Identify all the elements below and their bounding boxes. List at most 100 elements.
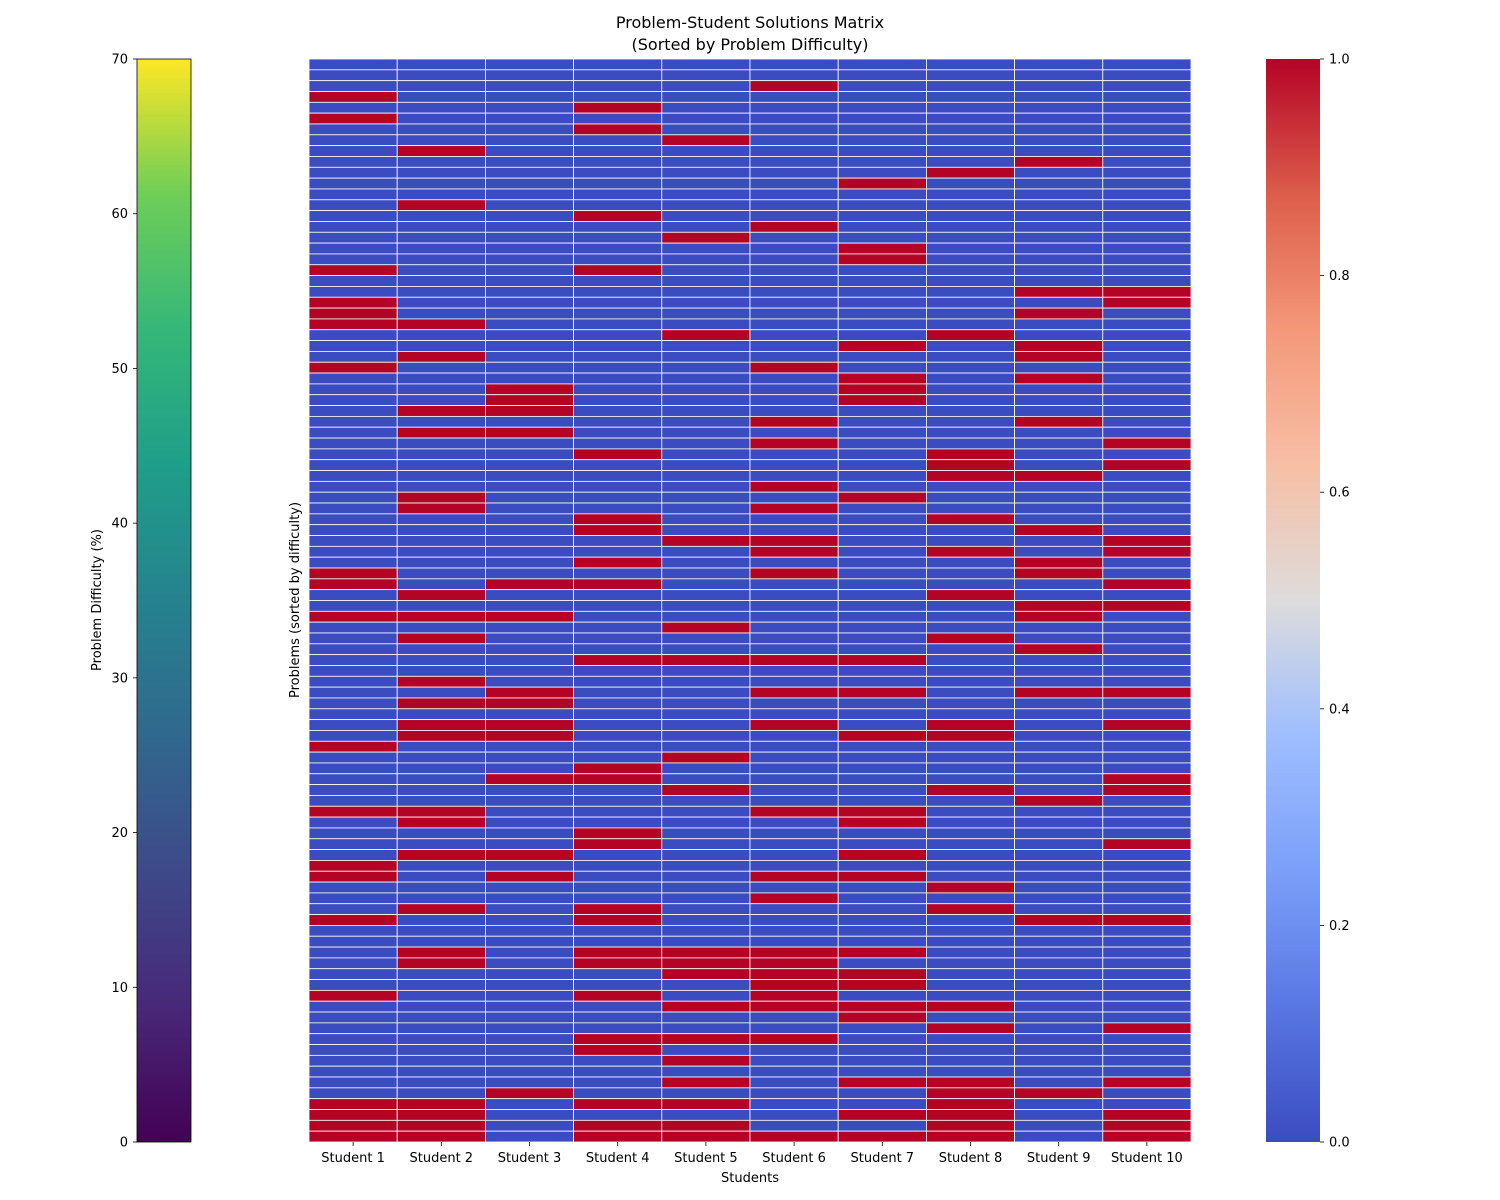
heatmap-cell-unsolved xyxy=(1102,199,1192,212)
heatmap-cell-unsolved xyxy=(308,459,398,471)
heatmap-cell-unsolved xyxy=(1102,101,1192,114)
heatmap-cell-unsolved xyxy=(308,383,398,396)
heatmap-cell-unsolved xyxy=(749,242,839,255)
heatmap-cell-solved xyxy=(396,903,486,915)
heatmap-cell-unsolved xyxy=(484,101,574,114)
heatmap-cell-unsolved xyxy=(484,795,574,807)
heatmap-cell-unsolved xyxy=(1102,318,1192,331)
heatmap-cell-unsolved xyxy=(1014,426,1104,439)
heatmap-cell-unsolved xyxy=(308,697,398,710)
heatmap-cell-unsolved xyxy=(749,600,839,612)
heatmap-cell-unsolved xyxy=(573,502,663,515)
heatmap-cell-unsolved xyxy=(749,914,839,926)
heatmap-cell-unsolved xyxy=(837,264,927,276)
heatmap-cell-solved xyxy=(837,394,927,406)
heatmap-cell-unsolved xyxy=(749,578,839,591)
heatmap-cell-solved xyxy=(1102,545,1192,558)
heatmap-cell-solved xyxy=(573,1130,663,1143)
heatmap-cell-unsolved xyxy=(749,1076,839,1089)
heatmap-cell-unsolved xyxy=(396,188,486,201)
heatmap-cell-unsolved xyxy=(749,1065,839,1078)
heatmap-cell-solved xyxy=(837,372,927,385)
heatmap-cell-solved xyxy=(1102,719,1192,731)
heatmap-cell-unsolved xyxy=(484,914,574,926)
heatmap-cell-unsolved xyxy=(1102,351,1192,363)
heatmap-cell-solved xyxy=(926,881,1016,894)
heatmap-cell-solved xyxy=(837,253,927,266)
heatmap-cell-unsolved xyxy=(1102,556,1192,569)
heatmap-cell-unsolved xyxy=(661,881,751,894)
heatmap-cell-solved xyxy=(749,989,839,1002)
heatmap-cell-unsolved xyxy=(837,838,927,850)
heatmap-cell-unsolved xyxy=(661,470,751,482)
heatmap-cell-solved xyxy=(749,957,839,970)
heatmap-cell-unsolved xyxy=(837,156,927,168)
heatmap-cell-unsolved xyxy=(484,470,574,482)
heatmap-cell-unsolved xyxy=(484,556,574,569)
heatmap-cell-unsolved xyxy=(396,231,486,244)
heatmap-cell-solved xyxy=(926,730,1016,742)
heatmap-cell-unsolved xyxy=(1014,578,1104,591)
heatmap-cell-unsolved xyxy=(484,892,574,905)
heatmap-cell-unsolved xyxy=(1102,816,1192,829)
heatmap-cell-unsolved xyxy=(1102,805,1192,818)
heatmap-cell-solved xyxy=(926,1130,1016,1143)
heatmap-cell-unsolved xyxy=(661,502,751,515)
heatmap-cell-unsolved xyxy=(661,600,751,612)
heatmap-cell-unsolved xyxy=(308,134,398,147)
heatmap-cell-solved xyxy=(837,383,927,396)
heatmap-cell-unsolved xyxy=(396,1011,486,1024)
heatmap-cell-solved xyxy=(484,383,574,396)
heatmap-cell-unsolved xyxy=(749,925,839,937)
heatmap-cell-unsolved xyxy=(661,383,751,396)
heatmap-cell-unsolved xyxy=(484,545,574,558)
y-axis-label: Problems (sorted by difficulty) xyxy=(288,502,303,698)
heatmap-cell-unsolved xyxy=(484,307,574,320)
heatmap-cell-unsolved xyxy=(308,502,398,515)
heatmap-cell-unsolved xyxy=(837,784,927,796)
heatmap-cell-unsolved xyxy=(484,1054,574,1067)
heatmap-cell-unsolved xyxy=(484,448,574,461)
difficulty-tick-label: 10 xyxy=(111,981,128,996)
heatmap-cell-unsolved xyxy=(1014,123,1104,136)
heatmap-cell-unsolved xyxy=(661,925,751,937)
heatmap-cell-unsolved xyxy=(396,296,486,309)
heatmap-cell-unsolved xyxy=(661,145,751,157)
heatmap-cell-unsolved xyxy=(1102,979,1192,991)
x-tick-label: Student 4 xyxy=(586,1151,650,1166)
heatmap-cell-solved xyxy=(837,979,927,991)
heatmap-cell-unsolved xyxy=(749,286,839,298)
heatmap-cell-solved xyxy=(749,80,839,92)
heatmap-cell-unsolved xyxy=(1102,1033,1192,1045)
heatmap-cell-unsolved xyxy=(573,632,663,645)
heatmap-cell-unsolved xyxy=(837,1033,927,1045)
heatmap-cell-unsolved xyxy=(396,989,486,1002)
heatmap-cell-unsolved xyxy=(749,1119,839,1132)
heatmap-cell-unsolved xyxy=(1014,860,1104,872)
heatmap-cell-unsolved xyxy=(484,524,574,536)
heatmap-cell-unsolved xyxy=(926,795,1016,807)
heatmap-cell-unsolved xyxy=(926,231,1016,244)
heatmap-cell-unsolved xyxy=(308,827,398,840)
heatmap-cell-solved xyxy=(1014,610,1104,623)
heatmap-cell-solved xyxy=(926,513,1016,526)
heatmap-cell-unsolved xyxy=(573,968,663,980)
heatmap-cell-unsolved xyxy=(926,80,1016,92)
heatmap-cell-unsolved xyxy=(749,112,839,125)
heatmap-cell-solved xyxy=(573,448,663,461)
heatmap-cell-unsolved xyxy=(573,545,663,558)
heatmap-cell-unsolved xyxy=(661,123,751,136)
heatmap-cell-unsolved xyxy=(573,221,663,233)
heatmap-cell-unsolved xyxy=(308,925,398,937)
heatmap-cell-unsolved xyxy=(484,816,574,829)
heatmap-cell-unsolved xyxy=(661,264,751,276)
heatmap-cell-unsolved xyxy=(926,957,1016,970)
heatmap-cell-unsolved xyxy=(837,80,927,92)
heatmap-cell-unsolved xyxy=(926,708,1016,721)
heatmap-cell-solved xyxy=(661,1098,751,1110)
heatmap-cell-unsolved xyxy=(1014,979,1104,991)
heatmap-cell-unsolved xyxy=(926,567,1016,580)
heatmap-cell-solved xyxy=(573,989,663,1002)
heatmap-cell-unsolved xyxy=(749,1087,839,1100)
heatmap-cell-solved xyxy=(308,740,398,753)
